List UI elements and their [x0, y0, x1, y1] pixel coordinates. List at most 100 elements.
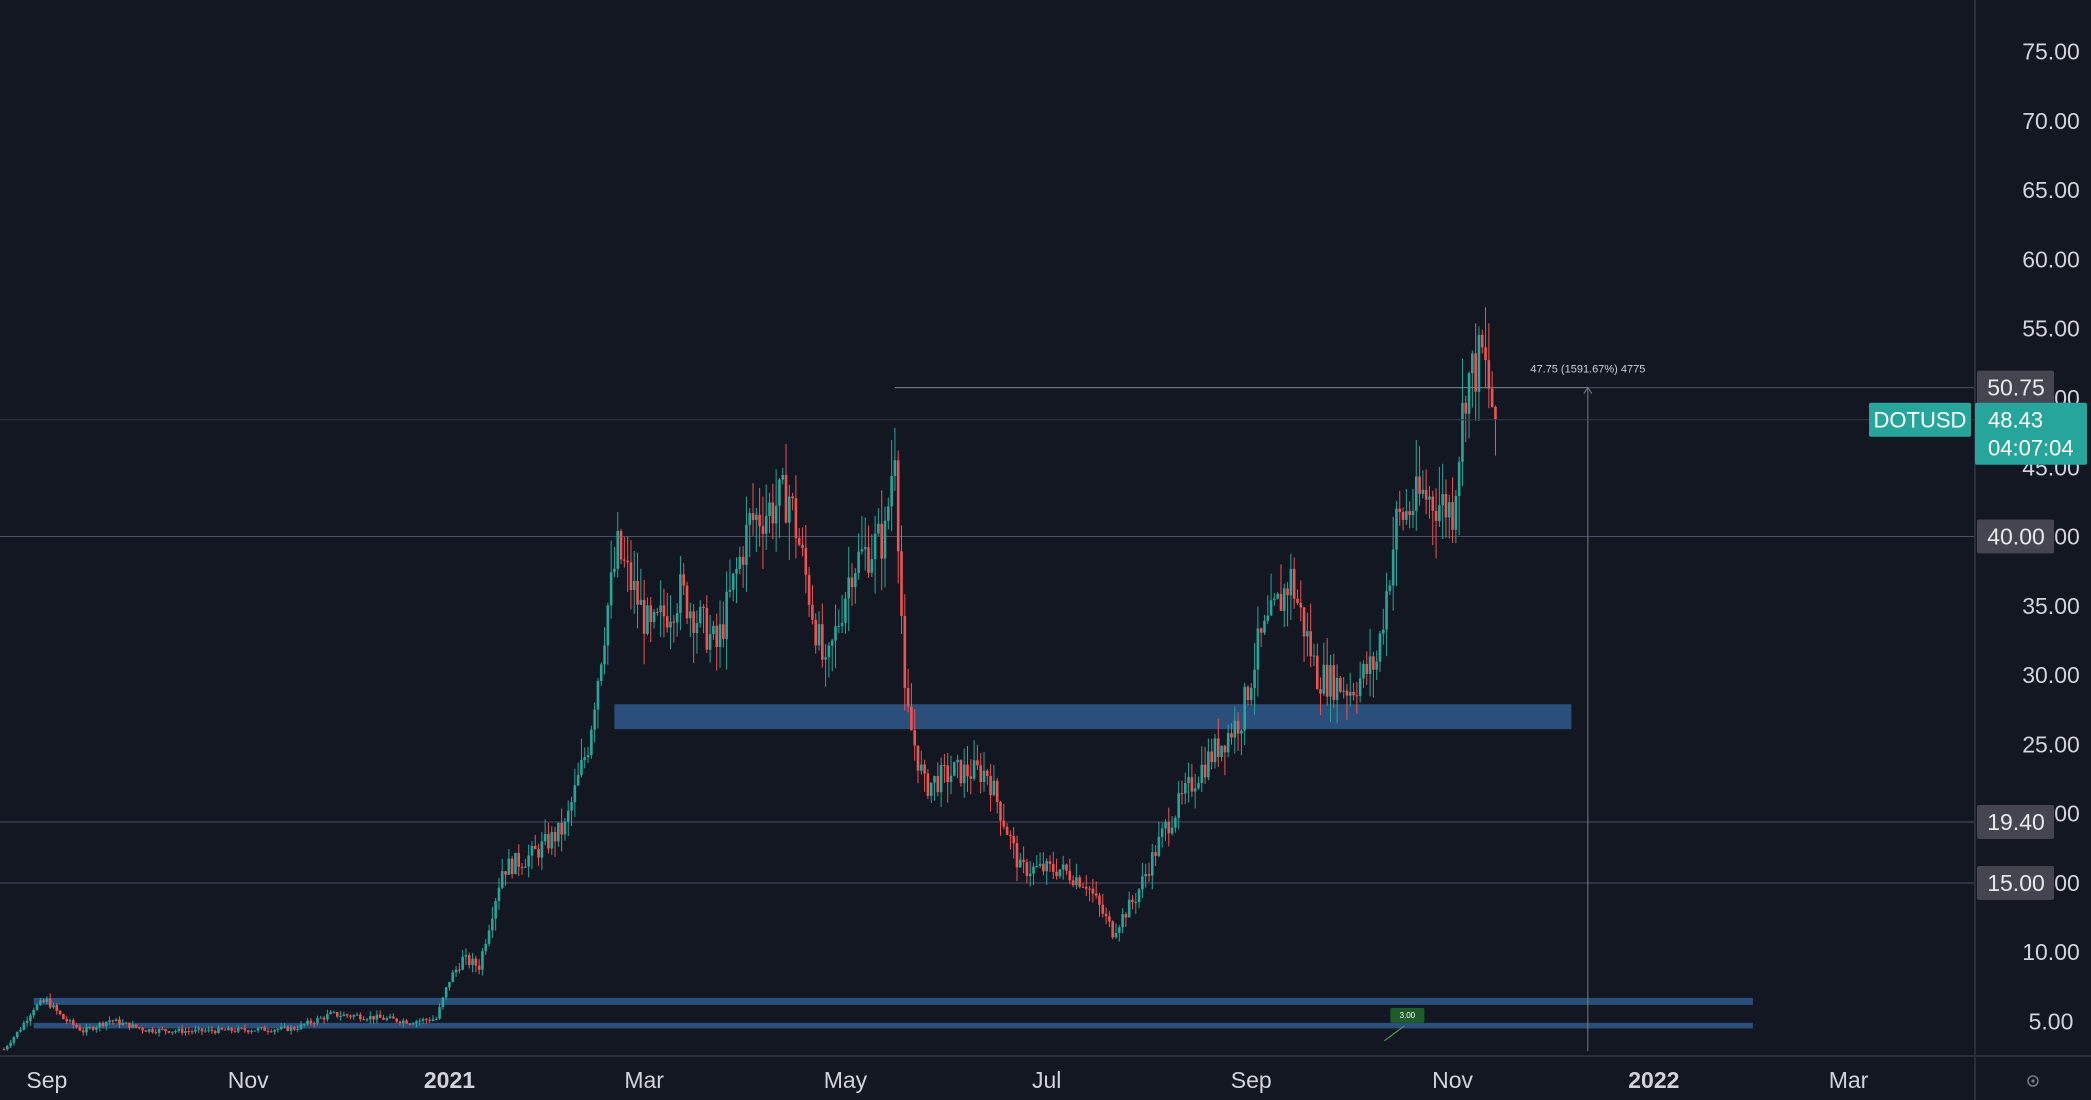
- candle-body: [312, 1023, 316, 1025]
- level-price-labels: 50.75 40.00 19.40 15.00: [1977, 370, 2054, 900]
- candle-body: [590, 729, 593, 756]
- time-axis[interactable]: Sep Nov 2021 Mar May Jul Sep Nov 2022 Mar: [26, 1067, 1868, 1093]
- candle-body: [1477, 334, 1481, 392]
- candle-body: [923, 764, 926, 774]
- candle-body: [431, 1019, 435, 1021]
- candle-body: [1098, 895, 1101, 905]
- candle-body: [15, 1031, 19, 1038]
- candle-body: [128, 1022, 131, 1028]
- support-zone-1: [614, 704, 1572, 730]
- candle-body: [1068, 870, 1072, 881]
- candle-body: [722, 624, 725, 640]
- candle-body: [662, 605, 666, 617]
- candle-body: [900, 551, 903, 616]
- candle-body: [1408, 511, 1411, 516]
- candle-body: [1104, 913, 1108, 917]
- candle-body: [434, 1018, 438, 1020]
- candle-body: [236, 1027, 240, 1032]
- candle-body: [1131, 899, 1134, 903]
- candle-body: [731, 573, 735, 590]
- candle-body: [524, 866, 527, 868]
- candle-body: [1411, 510, 1415, 516]
- candle-body: [933, 775, 936, 783]
- candle-body: [1193, 788, 1197, 792]
- candle-body: [9, 1042, 12, 1047]
- candle-body: [656, 611, 659, 613]
- candle-body: [877, 523, 880, 534]
- candle-body: [1114, 932, 1118, 938]
- price-tick-label: 30.00: [2022, 662, 2080, 688]
- settings-gear-icon[interactable]: [2027, 1075, 2039, 1087]
- candle-body: [137, 1027, 141, 1029]
- candle-body: [1243, 686, 1246, 731]
- candle-body: [794, 498, 798, 539]
- candle-body: [1005, 826, 1009, 835]
- candle-body: [316, 1018, 319, 1024]
- candle-body: [814, 619, 818, 646]
- candle-body: [1002, 820, 1006, 827]
- candle-body: [207, 1029, 210, 1031]
- candle-body: [1388, 585, 1392, 591]
- candle-body: [352, 1015, 356, 1017]
- candle-body: [1144, 874, 1147, 877]
- candle-body: [167, 1031, 171, 1033]
- note-badge: [1390, 1007, 1425, 1023]
- candle-body: [157, 1028, 161, 1033]
- candle-body: [903, 615, 907, 688]
- candle-body: [88, 1027, 92, 1029]
- candle-body: [857, 551, 860, 574]
- candle-body: [609, 572, 613, 606]
- time-tick-label: May: [824, 1067, 868, 1093]
- candle-body: [1164, 821, 1167, 829]
- candle-body: [131, 1024, 134, 1028]
- candle-body: [1457, 461, 1461, 497]
- candle-body: [1487, 360, 1491, 389]
- candle-body: [454, 969, 458, 973]
- candle-body: [1263, 620, 1266, 633]
- candle-body: [705, 607, 709, 650]
- candle-body: [797, 538, 801, 545]
- candle-body: [322, 1017, 326, 1020]
- candle-body: [715, 625, 719, 648]
- candle-body: [1299, 602, 1303, 608]
- candle-body: [388, 1016, 392, 1019]
- candle-body: [35, 1004, 39, 1010]
- candle-body: [1183, 783, 1187, 794]
- candle-body: [1259, 628, 1263, 633]
- note-marker: 3.00: [1384, 1007, 1425, 1042]
- candle-body: [1372, 656, 1375, 670]
- candle-body: [553, 832, 557, 842]
- time-tick-label: 2021: [424, 1067, 475, 1093]
- note-pointer-line: [1384, 1025, 1405, 1042]
- candle-body: [946, 765, 950, 783]
- candle-body: [580, 759, 583, 775]
- candle-body: [269, 1031, 273, 1033]
- candle-body: [1015, 843, 1019, 868]
- candle-body: [180, 1028, 184, 1033]
- candle-body: [477, 965, 481, 970]
- candle-body: [959, 759, 963, 784]
- candle-body: [1474, 353, 1477, 392]
- candle-body: [596, 680, 600, 710]
- candle-body: [1447, 502, 1451, 518]
- candle-body: [220, 1027, 224, 1030]
- candle-body: [1279, 593, 1283, 611]
- candle-body: [764, 516, 768, 534]
- candle-body: [194, 1029, 197, 1032]
- candle-body: [1230, 733, 1233, 738]
- candle-body: [1200, 764, 1204, 784]
- candle-body: [91, 1027, 95, 1030]
- candle-body: [1365, 663, 1369, 674]
- candle-body: [362, 1019, 365, 1021]
- candle-body: [415, 1021, 418, 1024]
- candle-body: [306, 1020, 309, 1025]
- candle-body: [636, 580, 639, 605]
- candle-body: [345, 1014, 349, 1016]
- candle-body: [834, 626, 837, 641]
- candle-body: [576, 774, 580, 786]
- candle-body: [2, 1049, 6, 1051]
- price-tick-label: 5.00: [2029, 1009, 2074, 1035]
- candle-body: [395, 1018, 398, 1022]
